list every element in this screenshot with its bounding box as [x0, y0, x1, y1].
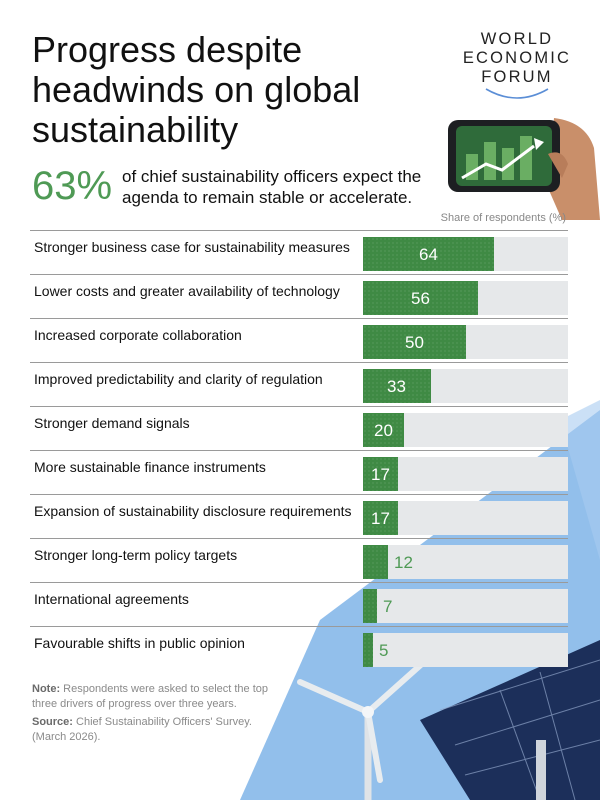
bar-track: 64: [363, 237, 568, 271]
source-body: Chief Sustainability Officers' Survey. (…: [32, 716, 252, 743]
bar-category-label: Lower costs and greater availability of …: [34, 283, 340, 299]
source-label: Source:: [32, 716, 73, 728]
bar-category-label: Stronger demand signals: [34, 415, 190, 431]
logo-line-2: ECONOMIC: [462, 49, 572, 67]
logo-arc-icon: [485, 88, 549, 99]
bar-track: 7: [363, 589, 568, 623]
note-label: Note:: [32, 683, 61, 695]
bar-track: 5: [363, 633, 568, 667]
bar: [363, 237, 494, 271]
bar-value-label: 50: [405, 333, 424, 352]
phone-hand-illustration: [448, 118, 600, 220]
bar: [363, 457, 398, 491]
bar-row: Improved predictability and clarity of r…: [30, 362, 568, 407]
bar: [363, 369, 431, 403]
bar-category-label: Expansion of sustainability disclosure r…: [34, 503, 352, 519]
bar-value-label: 17: [371, 509, 390, 528]
bar-value-label: 7: [383, 597, 393, 616]
wind-turbine-illustration: [297, 659, 427, 800]
bar-row: International agreements 7: [30, 582, 568, 627]
bar: [363, 633, 373, 667]
notes-block: Note: Respondents were asked to select t…: [32, 682, 282, 745]
bar-value-label: 33: [387, 377, 406, 396]
bar-category-label: Improved predictability and clarity of r…: [34, 371, 323, 387]
bar-row: Stronger business case for sustainabilit…: [30, 230, 568, 275]
bar-track: 50: [363, 325, 568, 359]
bar-category-label: Increased corporate collaboration: [34, 327, 242, 343]
light-blue-band: [560, 400, 600, 560]
bar-value-label: 17: [371, 465, 390, 484]
bar-track: 20: [363, 413, 568, 447]
bar: [363, 281, 478, 315]
bar-track: 12: [363, 545, 568, 579]
bar-row: More sustainable finance instruments 17: [30, 450, 568, 495]
bar-row: Expansion of sustainability disclosure r…: [30, 494, 568, 539]
bar: [363, 589, 377, 623]
logo-line-3: FORUM: [481, 68, 553, 86]
bar-value-label: 20: [374, 421, 393, 440]
page-title: Progress despite headwinds on global sus…: [32, 29, 361, 150]
bar-category-label: More sustainable finance instruments: [34, 459, 266, 475]
bar-row: Stronger demand signals 20: [30, 406, 568, 451]
bar-value-label: 5: [379, 641, 389, 660]
logo-line-1: WORLD: [480, 30, 554, 48]
bar-row: Favourable shifts in public opinion 5: [30, 626, 568, 671]
bar-row: Stronger long-term policy targets 12: [30, 538, 568, 583]
bar: [363, 545, 388, 579]
bar-track: 33: [363, 369, 568, 403]
axis-unit-label: Share of respondents (%): [440, 212, 566, 224]
bar-category-label: Stronger business case for sustainabilit…: [34, 239, 350, 255]
highlight-text: of chief sustainability officers expect …: [122, 167, 422, 207]
bar-value-label: 64: [419, 245, 438, 264]
source-text: Source: Chief Sustainability Officers' S…: [32, 715, 282, 745]
bar: [363, 413, 404, 447]
bar-category-label: Stronger long-term policy targets: [34, 547, 238, 563]
bar-row: Lower costs and greater availability of …: [30, 274, 568, 319]
bar-value-label: 56: [411, 289, 430, 308]
bar-category-label: International agreements: [34, 591, 189, 607]
bar: [363, 501, 398, 535]
bar-track: 17: [363, 501, 568, 535]
bar: [363, 325, 466, 359]
wef-logo: WORLD ECONOMIC FORUM: [462, 30, 572, 101]
highlight-percentage: 63%: [32, 164, 113, 208]
solar-panel-illustration: [420, 640, 600, 800]
note-body: Respondents were asked to select the top…: [32, 683, 269, 710]
bar-category-label: Favourable shifts in public opinion: [34, 635, 245, 651]
bar-value-label: 12: [394, 553, 413, 572]
bar-track: 17: [363, 457, 568, 491]
note-text: Note: Respondents were asked to select t…: [32, 682, 282, 712]
bar-row: Increased corporate collaboration 50: [30, 318, 568, 363]
bar-track: 56: [363, 281, 568, 315]
